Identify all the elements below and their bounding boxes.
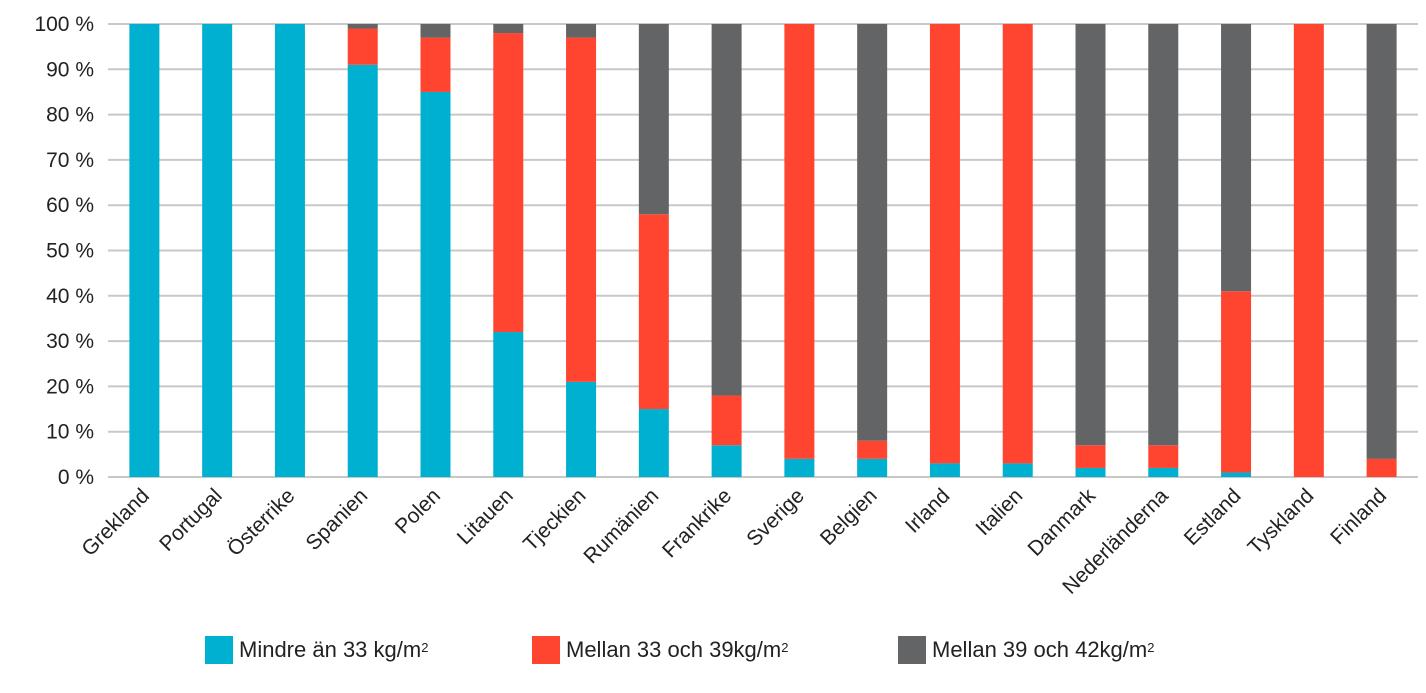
bar-segment-series-3 — [420, 24, 451, 38]
legend-label-series-2: Mellan 33 och 39kg/m — [566, 637, 782, 662]
x-category-label: Italien — [971, 484, 1027, 540]
bar-segment-series-1 — [857, 458, 888, 477]
x-category-label: Irland — [901, 484, 954, 537]
x-category-label: Danmark — [1024, 484, 1101, 561]
x-category-label: Belgien — [816, 484, 882, 550]
bars — [129, 24, 1397, 478]
bar-segment-series-3 — [566, 24, 597, 38]
legend-swatch-series-1 — [205, 636, 233, 664]
bar-segment-series-3 — [1148, 24, 1179, 446]
bar-segment-series-3 — [347, 24, 378, 29]
stacked-bar-chart: 0 % 10 % 20 % 30 % 40 % 50 % 60 % 70 % 80 % 90 % 1… — [34, 13, 1418, 599]
bar-segment-series-2 — [857, 440, 888, 459]
x-category-label: Polen — [391, 484, 445, 538]
bar-segment-series-2 — [638, 214, 669, 410]
bar-segment-series-2 — [1221, 291, 1252, 473]
legend-item-series-3: Mellan 39 och 42kg/m 2 — [898, 630, 1154, 670]
x-category-label: Tjeckien — [519, 484, 591, 556]
y-tick-label: 20 % — [46, 375, 94, 398]
bar-segment-series-3 — [1075, 24, 1106, 446]
y-tick-label: 0 % — [58, 466, 94, 489]
bar-segment-series-3 — [1366, 24, 1397, 459]
legend-label-series-1: Mindre än 33 kg/m — [239, 637, 422, 662]
bar-segment-series-3 — [1221, 24, 1252, 292]
bar-segment-series-2 — [566, 37, 597, 382]
x-category-label: Portugal — [155, 484, 227, 556]
bar-segment-series-1 — [202, 24, 233, 477]
y-tick-label: 60 % — [46, 194, 94, 217]
bar-segment-series-2 — [711, 395, 742, 446]
bar-segment-series-1 — [784, 458, 815, 477]
bar-segment-series-1 — [929, 463, 960, 477]
bar-segment-series-2 — [1366, 458, 1397, 477]
bar-segment-series-1 — [1221, 472, 1252, 477]
bar-segment-series-2 — [1293, 24, 1324, 477]
y-axis-tick-labels: 0 % 10 % 20 % 30 % 40 % 50 % 60 % 70 % 80 % 90 % 1… — [34, 13, 94, 489]
bar-segment-series-1 — [1148, 467, 1179, 477]
y-tick-label: 40 % — [46, 285, 94, 308]
x-category-label: Frankrike — [658, 484, 736, 562]
bar-segment-series-3 — [857, 24, 888, 441]
bar-segment-series-1 — [638, 409, 669, 477]
y-tick-label: 100 % — [34, 13, 94, 36]
x-category-label: Litauen — [453, 484, 518, 549]
x-category-label: Rumänien — [579, 484, 663, 568]
y-tick-label: 10 % — [46, 421, 94, 444]
bar-segment-series-2 — [1002, 24, 1033, 464]
bar-segment-series-2 — [493, 33, 524, 333]
bar-segment-series-2 — [420, 37, 451, 92]
gridlines — [108, 23, 1418, 478]
legend-label-sup-series-2: 2 — [781, 639, 789, 655]
x-category-label: Estland — [1180, 484, 1246, 550]
legend-swatch-series-3 — [898, 636, 926, 664]
bar-segment-series-1 — [1002, 463, 1033, 477]
bar-segment-series-3 — [638, 24, 669, 215]
bar-segment-series-3 — [493, 24, 524, 34]
bar-segment-series-1 — [274, 24, 305, 477]
y-tick-label: 30 % — [46, 330, 94, 353]
bar-segment-series-1 — [493, 332, 524, 477]
bar-segment-series-1 — [566, 381, 597, 477]
bar-segment-series-1 — [347, 64, 378, 478]
bar-segment-series-2 — [784, 24, 815, 459]
y-tick-label: 90 % — [46, 58, 94, 81]
legend-label-series-3: Mellan 39 och 42kg/m — [932, 637, 1148, 662]
legend-item-series-1: Mindre än 33 kg/m 2 — [205, 630, 428, 670]
bar-segment-series-2 — [347, 28, 378, 65]
legend-label-sup-series-3: 2 — [1147, 639, 1155, 655]
y-tick-label: 80 % — [46, 104, 94, 127]
bar-segment-series-2 — [1148, 445, 1179, 468]
bar-segment-series-2 — [929, 24, 960, 464]
legend: Mindre än 33 kg/m 2 Mellan 33 och 39kg/m 2… — [0, 630, 1426, 670]
legend-swatch-series-2 — [532, 636, 560, 664]
bar-segment-series-1 — [129, 24, 160, 477]
x-category-label: Grekland — [77, 484, 154, 561]
bar-segment-series-1 — [1075, 467, 1106, 477]
bar-segment-series-1 — [420, 91, 451, 477]
legend-label-sup-series-1: 2 — [421, 639, 429, 655]
y-tick-label: 70 % — [46, 149, 94, 172]
x-category-label: Spanien — [301, 484, 372, 555]
x-category-label: Finland — [1326, 484, 1391, 549]
bar-segment-series-3 — [711, 24, 742, 396]
y-tick-label: 50 % — [46, 240, 94, 263]
bar-segment-series-2 — [1075, 445, 1106, 468]
x-category-label: Tyskland — [1244, 484, 1319, 559]
legend-item-series-2: Mellan 33 och 39kg/m 2 — [532, 630, 788, 670]
bar-segment-series-1 — [711, 445, 742, 477]
x-category-label: Sverige — [742, 484, 809, 551]
x-category-label: Österrike — [223, 484, 300, 561]
